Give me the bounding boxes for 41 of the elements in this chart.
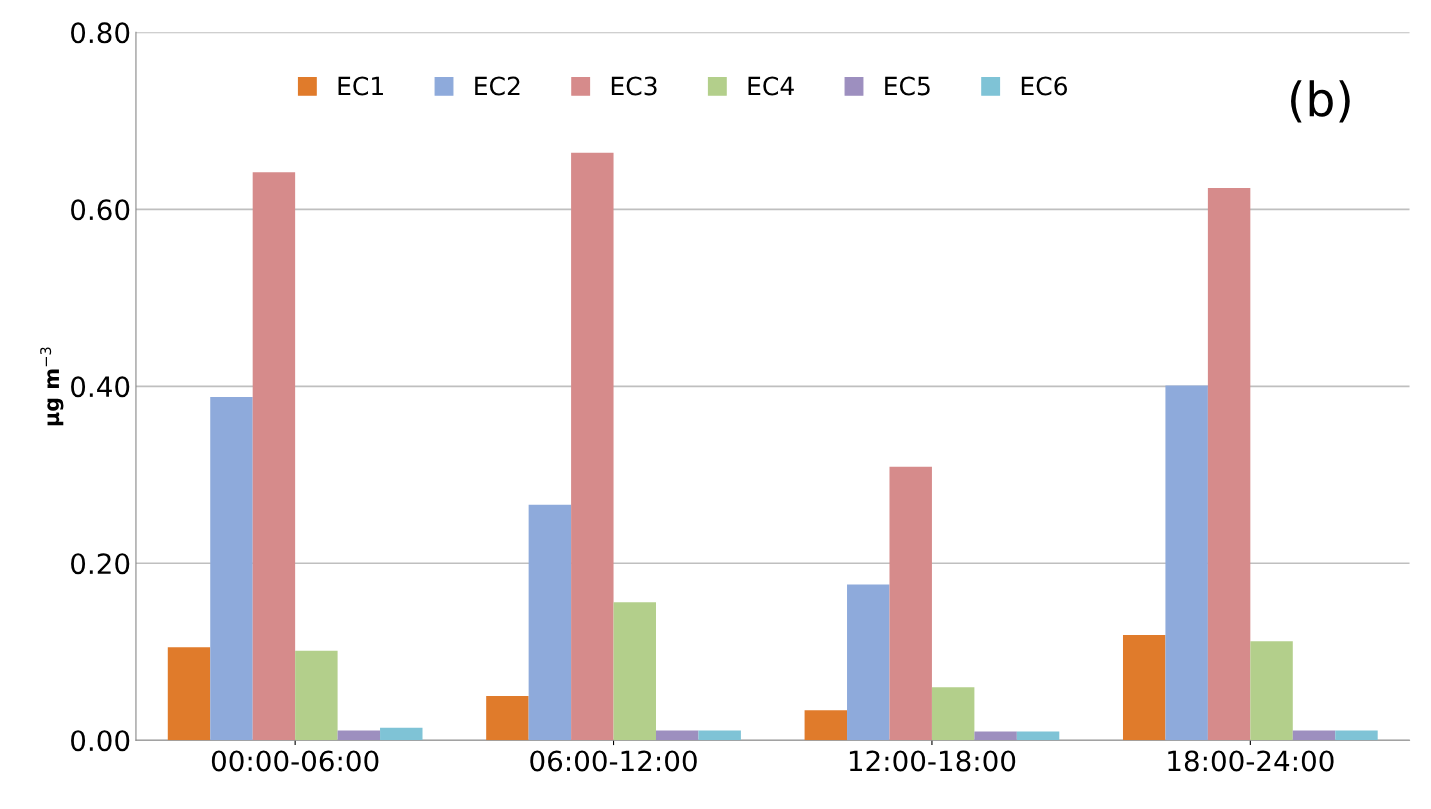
- annotation: (b): [1291, 80, 1350, 123]
- legend-label: EC6: [1021, 76, 1067, 96]
- bar: [931, 687, 975, 741]
- bar: [380, 727, 423, 741]
- bar: [1335, 730, 1378, 741]
- bar: [655, 730, 699, 741]
- x-tick-label: 06:00-12:00: [530, 750, 697, 772]
- bar: [1207, 188, 1251, 741]
- bar: [1292, 730, 1336, 741]
- x-tick-label: 18:00-24:00: [1168, 750, 1334, 772]
- bar: [804, 710, 848, 741]
- legend-label: EC5: [885, 76, 930, 96]
- x-tick-label: 00:00-06:00: [211, 750, 379, 772]
- legend-label: EC4: [748, 76, 794, 96]
- bar: [337, 730, 381, 741]
- legend-label: EC1: [338, 76, 383, 96]
- y-tick-label: 0.00: [71, 730, 130, 752]
- bar: [1165, 385, 1208, 741]
- bar: [889, 466, 932, 741]
- y-tick-label: 0.40: [71, 376, 130, 398]
- bar: [847, 584, 890, 741]
- bar: [167, 647, 211, 741]
- bar: [698, 730, 741, 741]
- bar: [486, 695, 529, 741]
- y-tick-label: 0.80: [71, 22, 130, 44]
- bar: [528, 504, 572, 741]
- bar: [613, 602, 656, 741]
- x-tick-label: 12:00-18:00: [849, 750, 1016, 772]
- legend-label: EC2: [475, 76, 520, 96]
- y-tick-label: 0.20: [71, 553, 130, 575]
- bar: [1250, 641, 1293, 741]
- bar: [1016, 731, 1060, 741]
- y-tick-label: 0.60: [71, 199, 130, 221]
- bar: [1122, 634, 1166, 741]
- legend-label: EC3: [611, 76, 657, 96]
- bar: [210, 396, 253, 741]
- bar: [252, 172, 296, 741]
- y-axis-title: µg m$^{−3}$: [40, 347, 64, 426]
- bar: [295, 650, 338, 741]
- bar: [974, 731, 1017, 741]
- bar: [571, 152, 614, 741]
